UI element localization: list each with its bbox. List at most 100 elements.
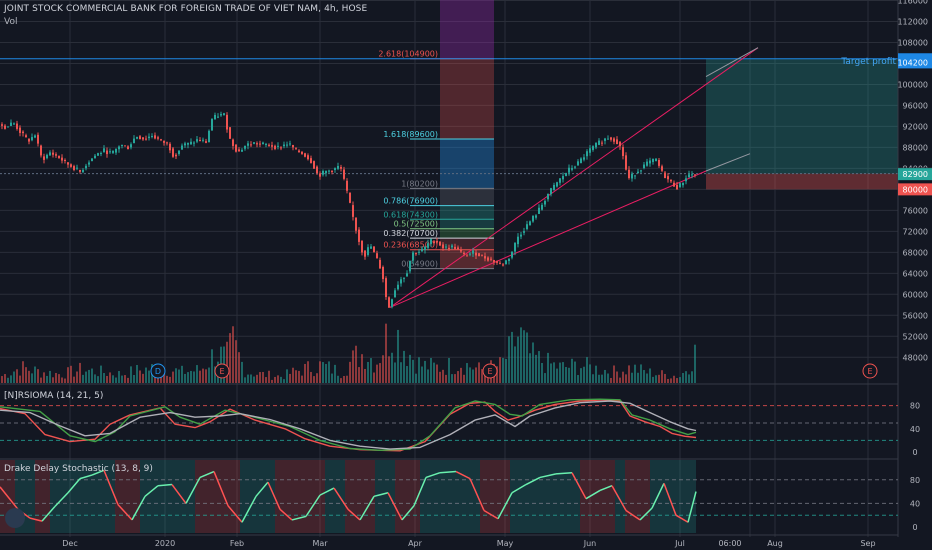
volume-bar [262,371,264,383]
stochastic-line [455,470,471,480]
price-tick: 88000 [903,143,928,152]
candle [94,155,96,159]
candle [187,142,189,145]
trend-line-upper [389,47,759,308]
volume-bar [184,373,186,383]
volume-bar [667,378,669,383]
candle [403,277,405,279]
candle [277,145,279,147]
candle [79,169,81,172]
candle [208,130,210,143]
indicator-tick: 80 [910,476,920,485]
volume-bar [265,377,267,383]
candle [64,159,66,161]
candle [238,149,240,152]
candle [604,138,606,141]
volume-bar [511,331,513,383]
candle [466,255,468,257]
candle [421,248,423,252]
volume-bar [388,356,390,383]
stochastic-band [325,460,345,533]
candle [427,243,429,248]
volume-bar [73,376,75,383]
candle [175,154,177,157]
event-marker-icon [150,363,166,379]
volume-bar [469,367,471,383]
stop-zone [706,173,898,190]
candle [481,254,483,256]
candle [22,131,24,134]
volume-bar [424,360,426,383]
candle [559,178,561,183]
candle [409,260,411,272]
volume-bar [430,357,432,383]
candle [361,240,363,253]
volume-bar [439,371,441,383]
fib-zone [440,58,494,140]
volume-bar [403,350,405,383]
volume-bar [421,366,423,383]
volume-bar [352,350,354,383]
candle [262,142,264,144]
volume-bar [475,367,477,383]
volume-bar [415,373,417,383]
stochastic-line [279,508,293,521]
candle [352,205,354,217]
volume-bar [487,374,489,383]
candle [193,142,195,144]
candle [223,113,225,116]
candle [142,137,144,140]
volume-bar [394,362,396,383]
volume-bar [13,371,15,383]
volume-bar [463,374,465,383]
candle [103,148,105,153]
price-axis [898,0,932,537]
volume-bar [178,369,180,383]
candle [364,250,366,257]
indicator-tick: 80 [910,402,920,411]
candle [583,157,585,160]
candle [469,253,471,255]
candle [433,241,435,244]
volume-bar [76,371,78,383]
candle [166,142,168,144]
stochastic-line [213,471,229,507]
candle [652,158,654,162]
event-label: D [155,367,161,376]
event-label: E [487,367,492,376]
volume-bar [244,377,246,383]
volume-bar [91,368,93,383]
candle [358,229,360,242]
candle [574,166,576,168]
candle [283,144,285,147]
volume-bar [229,333,231,383]
volume-bar [355,345,357,383]
candle [460,250,462,252]
volume-bar [679,377,681,383]
candle [589,148,591,153]
volume-bar [532,342,534,383]
candle [448,247,450,250]
volume-bar [685,371,687,383]
tradingview-logo-icon[interactable] [5,508,25,528]
stochastic-line [497,492,513,520]
candle [268,144,270,146]
price-tick: 64000 [903,269,928,278]
volume-bar [391,352,393,383]
volume-bar [466,363,468,383]
volume-bar [370,358,372,383]
stochastic-title: Drake Delay Stochastic (13, 8, 9) [4,464,153,474]
volume-bar [307,361,309,383]
candle [682,182,684,186]
candle [31,137,33,141]
stochastic-line [539,473,557,479]
candle [214,114,216,120]
volume-bar [289,373,291,383]
fib-label: 0(64900) [401,260,438,269]
candle [67,162,69,165]
candle [373,246,375,253]
candle [196,139,198,142]
candle [151,136,153,138]
candle [307,155,309,160]
